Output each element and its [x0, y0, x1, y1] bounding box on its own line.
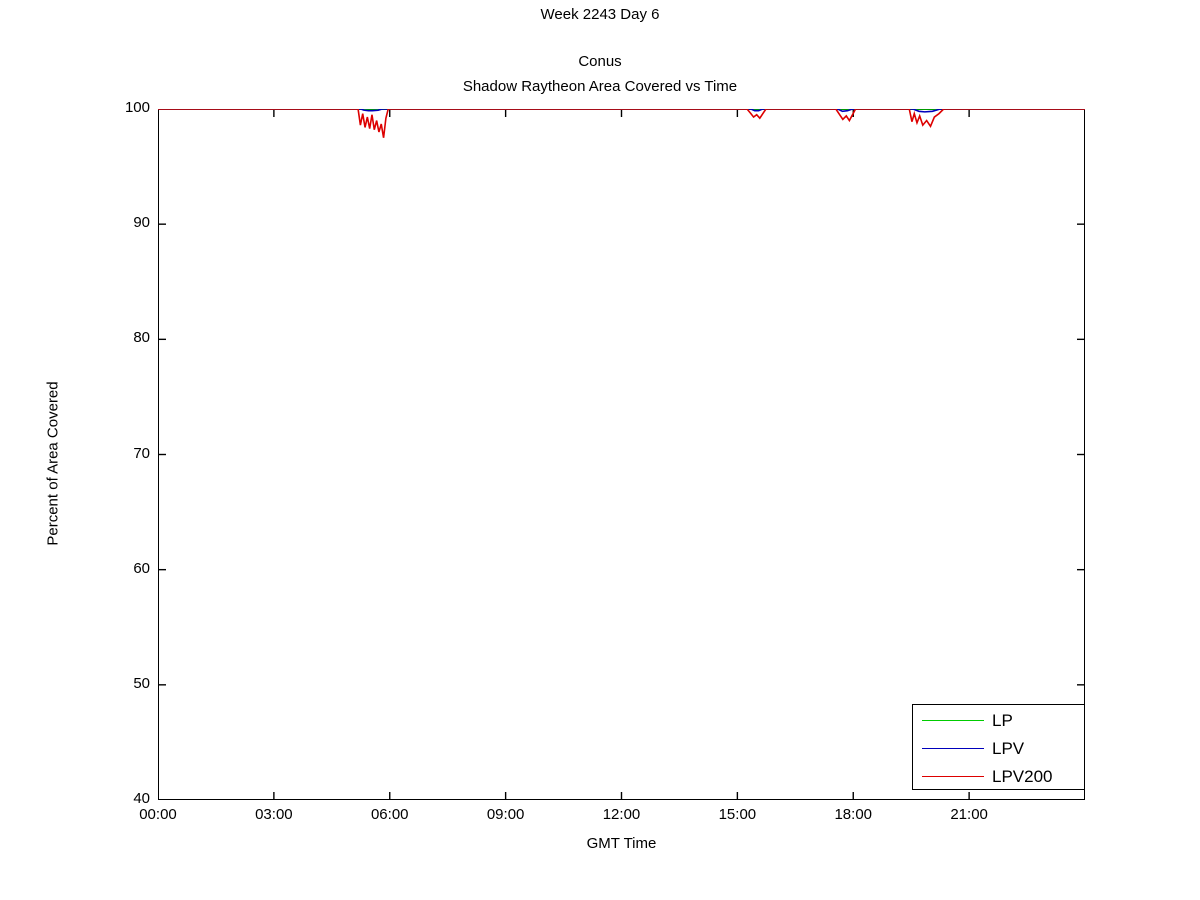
y-axis-title: Percent of Area Covered — [44, 381, 62, 546]
series-line-lpv — [158, 109, 1085, 113]
series-line-lpv200 — [158, 109, 1085, 138]
x-tick-label: 18:00 — [834, 806, 873, 823]
legend-label: LP — [992, 710, 1013, 730]
y-tick-label: 40 — [133, 790, 150, 807]
x-tick-label: 00:00 — [139, 806, 177, 823]
legend-label: LPV200 — [992, 766, 1053, 786]
x-tick-label: 06:00 — [370, 806, 409, 823]
plot-canvas — [158, 109, 1085, 800]
x-tick-label: 12:00 — [602, 806, 641, 823]
y-tick-label: 60 — [133, 559, 150, 577]
legend-swatch-lp — [922, 719, 984, 721]
legend-swatch-lpv — [922, 747, 984, 749]
x-tick-label: 15:00 — [718, 806, 757, 823]
y-tick-label: 90 — [133, 214, 150, 232]
x-tick-label: 03:00 — [255, 806, 293, 823]
axis-ticks — [158, 109, 1085, 800]
chart-legend[interactable]: LP LPV LPV200 — [912, 704, 1085, 790]
chart-title-block: Conus Shadow Raytheon Area Covered vs Ti… — [0, 49, 1200, 99]
x-tick-label: 09:00 — [486, 806, 525, 823]
y-tick-label: 100 — [124, 99, 150, 116]
legend-swatch-lpv200 — [922, 775, 984, 777]
y-tick-label: 70 — [133, 444, 150, 462]
legend-item-lpv200[interactable]: LPV200 — [913, 762, 1086, 790]
x-axis-title: GMT Time — [586, 835, 657, 852]
y-tick-label: 80 — [133, 329, 150, 347]
y-tick-label: 50 — [133, 674, 150, 692]
legend-item-lp[interactable]: LP — [913, 706, 1086, 734]
legend-label: LPV — [992, 738, 1025, 758]
chart-title: Conus — [578, 53, 622, 70]
x-tick-label: 21:00 — [950, 806, 988, 823]
chart-subtitle: Shadow Raytheon Area Covered vs Time — [462, 78, 738, 95]
data-series-group — [158, 109, 1085, 138]
figure-suptitle: Week 2243 Day 6 — [540, 6, 660, 23]
legend-item-lpv[interactable]: LPV — [913, 734, 1086, 762]
plot-area-frame — [158, 109, 1085, 800]
